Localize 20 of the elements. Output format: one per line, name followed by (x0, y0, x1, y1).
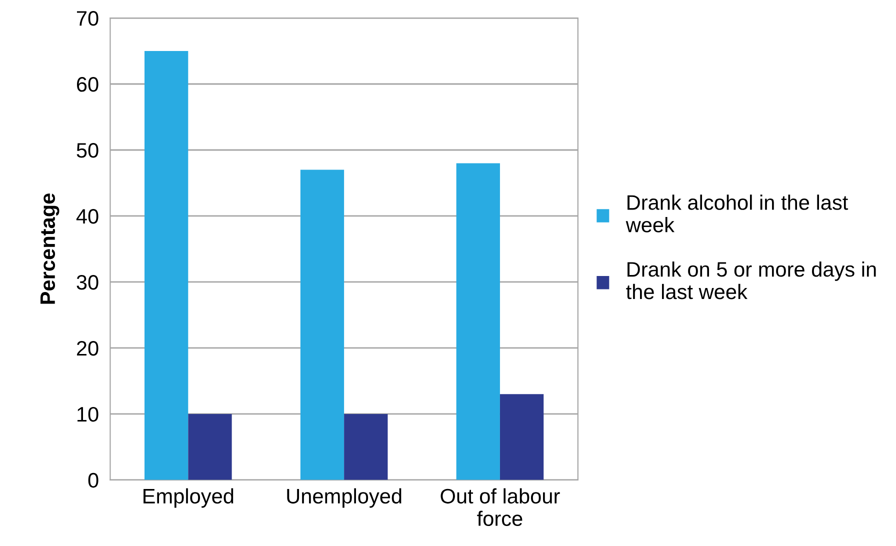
bar (144, 51, 188, 480)
y-tick-label: 60 (76, 77, 98, 92)
y-tick-label: 20 (76, 340, 98, 356)
x-tick-label: Employed (144, 488, 234, 508)
bar (188, 414, 232, 480)
y-tick-label: 50 (76, 142, 98, 158)
bar (500, 394, 544, 480)
x-tick-label: Out of labour force (440, 488, 560, 526)
y-tick-label: 0 (88, 472, 98, 488)
y-tick-label: 40 (76, 208, 98, 224)
legend-label: Drank on 5 or more days in the last week (626, 261, 876, 300)
legend-label: Drank alcohol in the last week (626, 194, 848, 232)
bar (300, 170, 344, 480)
y-axis-title: Percentage (40, 194, 60, 304)
y-tick-label: 70 (76, 11, 98, 26)
y-tick-label: 30 (76, 274, 98, 290)
x-tick-label: Unemployed (287, 488, 402, 508)
bar (456, 163, 500, 480)
y-tick-label: 10 (78, 406, 98, 422)
bar (344, 414, 388, 480)
